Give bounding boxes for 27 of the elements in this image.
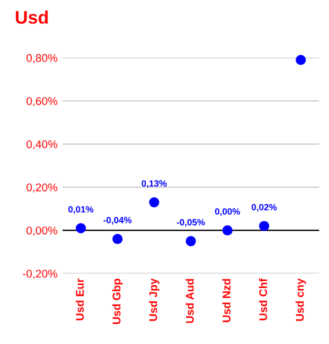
y-tick-label: 0,20% xyxy=(26,183,58,193)
x-tick-label: Usd Jpy xyxy=(148,278,160,321)
point xyxy=(112,234,123,244)
point xyxy=(222,225,233,236)
x-tick-label: Usd Chf xyxy=(258,278,268,320)
x-tick-label: Usd cny xyxy=(296,278,306,321)
data-label: -0,04% xyxy=(104,216,132,225)
y-tick-label: 0,60% xyxy=(26,97,58,106)
y-tick-label: 0,00% xyxy=(26,226,58,236)
x-tick-label: Usd Nzd xyxy=(222,279,230,322)
data-label: -0,05% xyxy=(176,219,205,227)
y-tick-label: 0,40% xyxy=(26,140,58,150)
point xyxy=(259,220,270,232)
x-tick-label: Usd Aud xyxy=(186,279,194,323)
data-label: 0,02% xyxy=(252,204,277,212)
data-label: 0,13% xyxy=(142,180,167,188)
data-label: 0,01% xyxy=(68,206,94,214)
x-tick-label: Usd Gbp xyxy=(112,278,123,324)
y-tick-label: 0,80% xyxy=(26,54,58,64)
x-tick-label: Usd Eur xyxy=(76,278,84,320)
y-tick-label: -0,20% xyxy=(22,270,58,279)
point xyxy=(149,197,160,208)
point xyxy=(76,223,86,234)
point xyxy=(296,54,306,66)
point xyxy=(186,236,196,246)
data-label: 0,00% xyxy=(215,208,240,216)
chart-title: Usd xyxy=(16,10,48,24)
